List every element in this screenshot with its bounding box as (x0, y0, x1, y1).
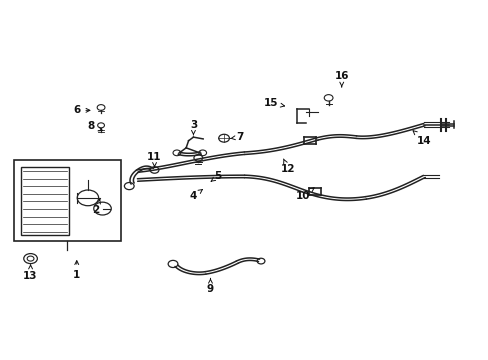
Text: 5: 5 (211, 171, 221, 181)
Text: 7: 7 (230, 132, 243, 142)
Text: 4: 4 (189, 189, 202, 201)
Text: 6: 6 (73, 105, 90, 115)
Bar (21, 167, 69, 235)
Text: 12: 12 (281, 159, 295, 174)
Text: 16: 16 (334, 71, 348, 87)
Text: 8: 8 (87, 121, 102, 131)
Text: 14: 14 (412, 131, 431, 146)
Text: 10: 10 (295, 188, 313, 201)
Text: 11: 11 (147, 152, 162, 167)
Text: 1: 1 (73, 261, 80, 280)
Text: 13: 13 (23, 265, 38, 282)
Text: 15: 15 (264, 98, 284, 108)
Text: 9: 9 (206, 278, 214, 294)
Bar (14, 160, 120, 241)
Text: 2: 2 (92, 199, 100, 215)
Text: 3: 3 (189, 120, 197, 135)
